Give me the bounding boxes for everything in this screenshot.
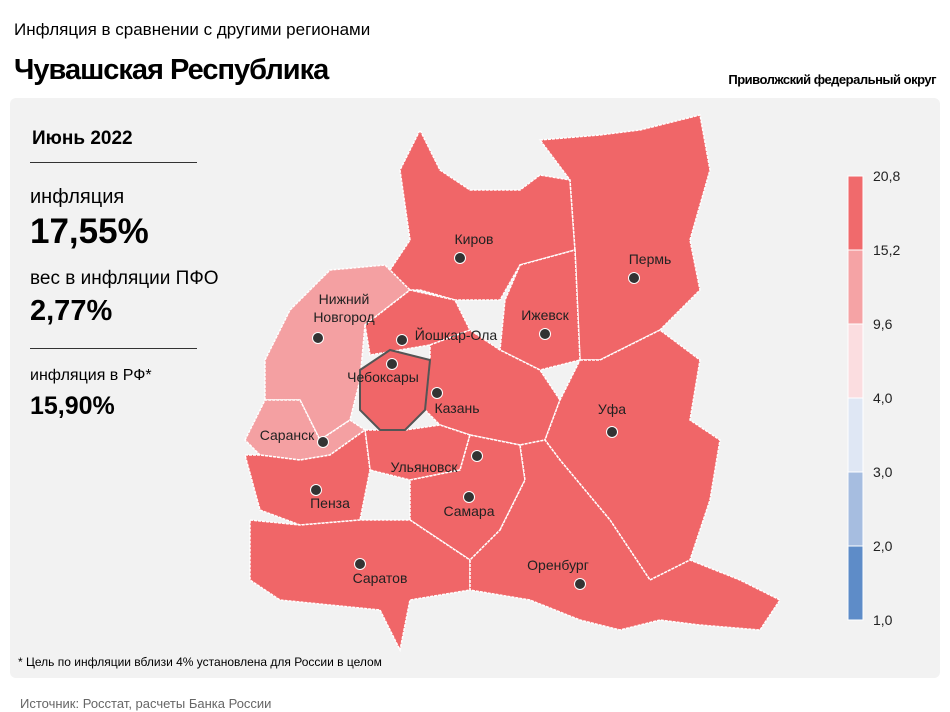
city-label: Ижевск bbox=[521, 307, 569, 323]
inflation-value: 17,55% bbox=[30, 212, 149, 251]
subtitle: Инфляция в сравнении с другими регионами bbox=[14, 20, 371, 39]
city-label: Казань bbox=[434, 400, 479, 416]
legend-tick-label: 9,6 bbox=[873, 316, 893, 332]
selected-region bbox=[359, 348, 432, 431]
city-label: Самара bbox=[443, 503, 494, 519]
legend-tick-label: 1,0 bbox=[873, 612, 893, 628]
city-label: Пенза bbox=[310, 495, 350, 511]
city-label: Киров bbox=[455, 231, 494, 247]
legend-tick-label: 4,0 bbox=[873, 390, 893, 406]
city-label: Пермь bbox=[629, 251, 672, 267]
period: Июнь 2022 bbox=[32, 128, 133, 149]
legend-swatch bbox=[847, 323, 864, 399]
rf-label: инфляция в РФ* bbox=[30, 367, 152, 384]
legend-swatch bbox=[847, 249, 864, 325]
region bbox=[424, 329, 561, 446]
city-label: Ульяновск bbox=[391, 459, 459, 475]
city-dot bbox=[431, 387, 443, 399]
weight-label: вес в инфляции ПФО bbox=[30, 268, 219, 289]
divider bbox=[30, 162, 197, 163]
city-label: Саратов bbox=[353, 570, 408, 586]
legend-tick-label: 2,0 bbox=[873, 538, 893, 554]
region bbox=[469, 439, 782, 631]
city-dot bbox=[471, 450, 483, 462]
weight-value: 2,77% bbox=[30, 295, 113, 327]
district: Приволжский федеральный округ bbox=[728, 72, 936, 87]
city-dot bbox=[606, 426, 618, 438]
city-dot bbox=[539, 328, 551, 340]
city-label: Нижний Новгород bbox=[313, 291, 374, 325]
city-dot bbox=[463, 491, 475, 503]
region bbox=[264, 264, 412, 442]
city-dot bbox=[386, 358, 398, 370]
city-dot bbox=[312, 332, 324, 344]
legend-tick-label: 20,8 bbox=[873, 168, 900, 184]
legend-swatch bbox=[847, 175, 864, 251]
city-label: Саранск bbox=[260, 427, 315, 443]
rf-value: 15,90% bbox=[30, 392, 115, 420]
divider bbox=[30, 348, 197, 349]
legend-swatch bbox=[847, 545, 864, 621]
city-dot bbox=[396, 334, 408, 346]
city-dot bbox=[454, 252, 466, 264]
region bbox=[389, 128, 576, 301]
city-label: Оренбург bbox=[527, 557, 589, 573]
city-label: Чебоксары bbox=[347, 369, 419, 385]
city-dot bbox=[310, 484, 322, 496]
region bbox=[244, 428, 371, 526]
legend-tick-label: 3,0 bbox=[873, 464, 893, 480]
city-dot bbox=[354, 558, 366, 570]
footnote: * Цель по инфляции вблизи 4% установлена… bbox=[18, 655, 382, 669]
city-dot bbox=[317, 436, 329, 448]
title: Чувашская Республика bbox=[14, 54, 329, 86]
inflation-label: инфляция bbox=[30, 186, 125, 208]
source: Источник: Росстат, расчеты Банка России bbox=[20, 696, 272, 711]
region bbox=[538, 114, 711, 361]
city-label: Уфа bbox=[598, 401, 626, 417]
legend-tick-label: 15,2 bbox=[873, 242, 900, 258]
legend-swatch bbox=[847, 471, 864, 547]
city-dot bbox=[628, 272, 640, 284]
city-dot bbox=[574, 578, 586, 590]
region bbox=[249, 519, 471, 653]
city-label: Йошкар-Ола bbox=[415, 326, 498, 343]
legend-swatch bbox=[847, 397, 864, 473]
